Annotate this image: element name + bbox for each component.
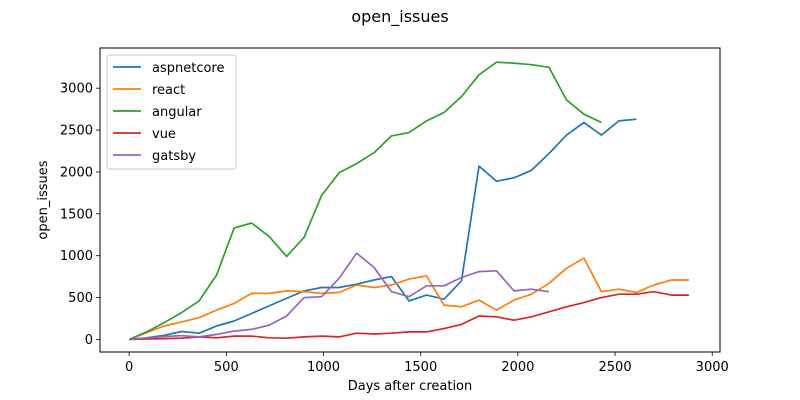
plot-frame xyxy=(99,47,721,353)
y-tick-label: 3000 xyxy=(60,82,93,97)
y-axis-ticks: 0 500 1000 1500 2000 2500 3000 xyxy=(60,82,100,348)
chart-title: open_issues xyxy=(351,7,448,27)
y-tick-label: 0 xyxy=(85,333,93,348)
legend-label-react: react xyxy=(152,83,185,98)
x-axis-label: Days after creation xyxy=(348,379,473,394)
legend-label-gatsby: gatsby xyxy=(152,149,196,164)
x-tick-label: 0 xyxy=(125,360,133,375)
legend-box xyxy=(106,54,237,170)
x-tick-label: 3000 xyxy=(696,360,729,375)
legend-label-aspnetcore: aspnetcore xyxy=(152,61,224,76)
series-line-react xyxy=(128,257,689,341)
legend-entries: aspnetcore react angular vue gatsby xyxy=(113,61,224,164)
x-tick-label: 1500 xyxy=(404,360,437,375)
y-tick-label: 1000 xyxy=(60,249,93,264)
x-axis-ticks: 0 500 1000 1500 2000 2500 3000 xyxy=(125,352,729,375)
x-tick-label: 2000 xyxy=(501,360,534,375)
x-tick-label: 2500 xyxy=(599,360,632,375)
y-tick-label: 2000 xyxy=(60,165,93,180)
x-tick-label: 1000 xyxy=(307,360,340,375)
legend-label-angular: angular xyxy=(152,105,202,120)
series-line-gatsby xyxy=(129,252,550,341)
y-axis-label: open_issues xyxy=(36,160,51,239)
legend: aspnetcore react angular vue gatsby xyxy=(106,54,237,170)
series-line-vue xyxy=(129,290,689,341)
series-layer xyxy=(128,61,689,341)
y-tick-label: 2500 xyxy=(60,124,93,139)
series-line-angular xyxy=(128,61,602,341)
legend-label-vue: vue xyxy=(152,127,176,142)
y-tick-label: 500 xyxy=(68,291,93,306)
x-tick-label: 500 xyxy=(214,360,239,375)
y-tick-label: 1500 xyxy=(60,207,93,222)
